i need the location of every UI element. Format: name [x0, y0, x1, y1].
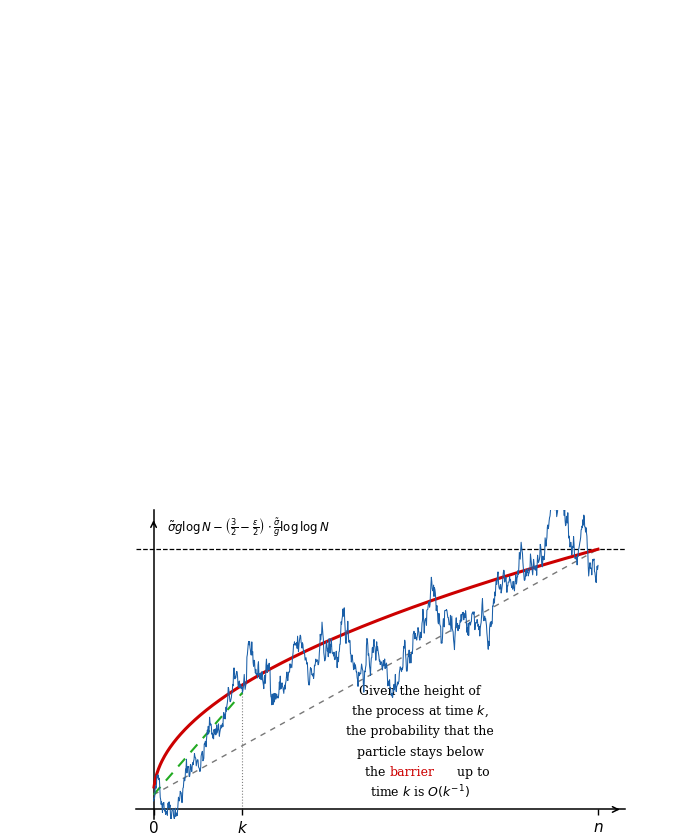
Text: Given the height of: Given the height of — [359, 686, 481, 698]
Text: the probability that the: the probability that the — [346, 726, 494, 738]
Text: time $k$ is $O(k^{-1})$: time $k$ is $O(k^{-1})$ — [370, 783, 470, 801]
Text: $\tilde{\sigma}g\log N - \left(\frac{3}{2}-\frac{\varepsilon}{2}\right)\cdot\fra: $\tilde{\sigma}g\log N - \left(\frac{3}{… — [167, 517, 330, 539]
Text: up to: up to — [453, 766, 490, 778]
Text: the: the — [365, 766, 390, 778]
Text: the process at time $k$,: the process at time $k$, — [352, 703, 489, 721]
Text: barrier: barrier — [390, 766, 435, 778]
Text: particle stays below: particle stays below — [356, 746, 484, 758]
Text: the ​barrier​ up to: the ​barrier​ up to — [367, 766, 473, 778]
